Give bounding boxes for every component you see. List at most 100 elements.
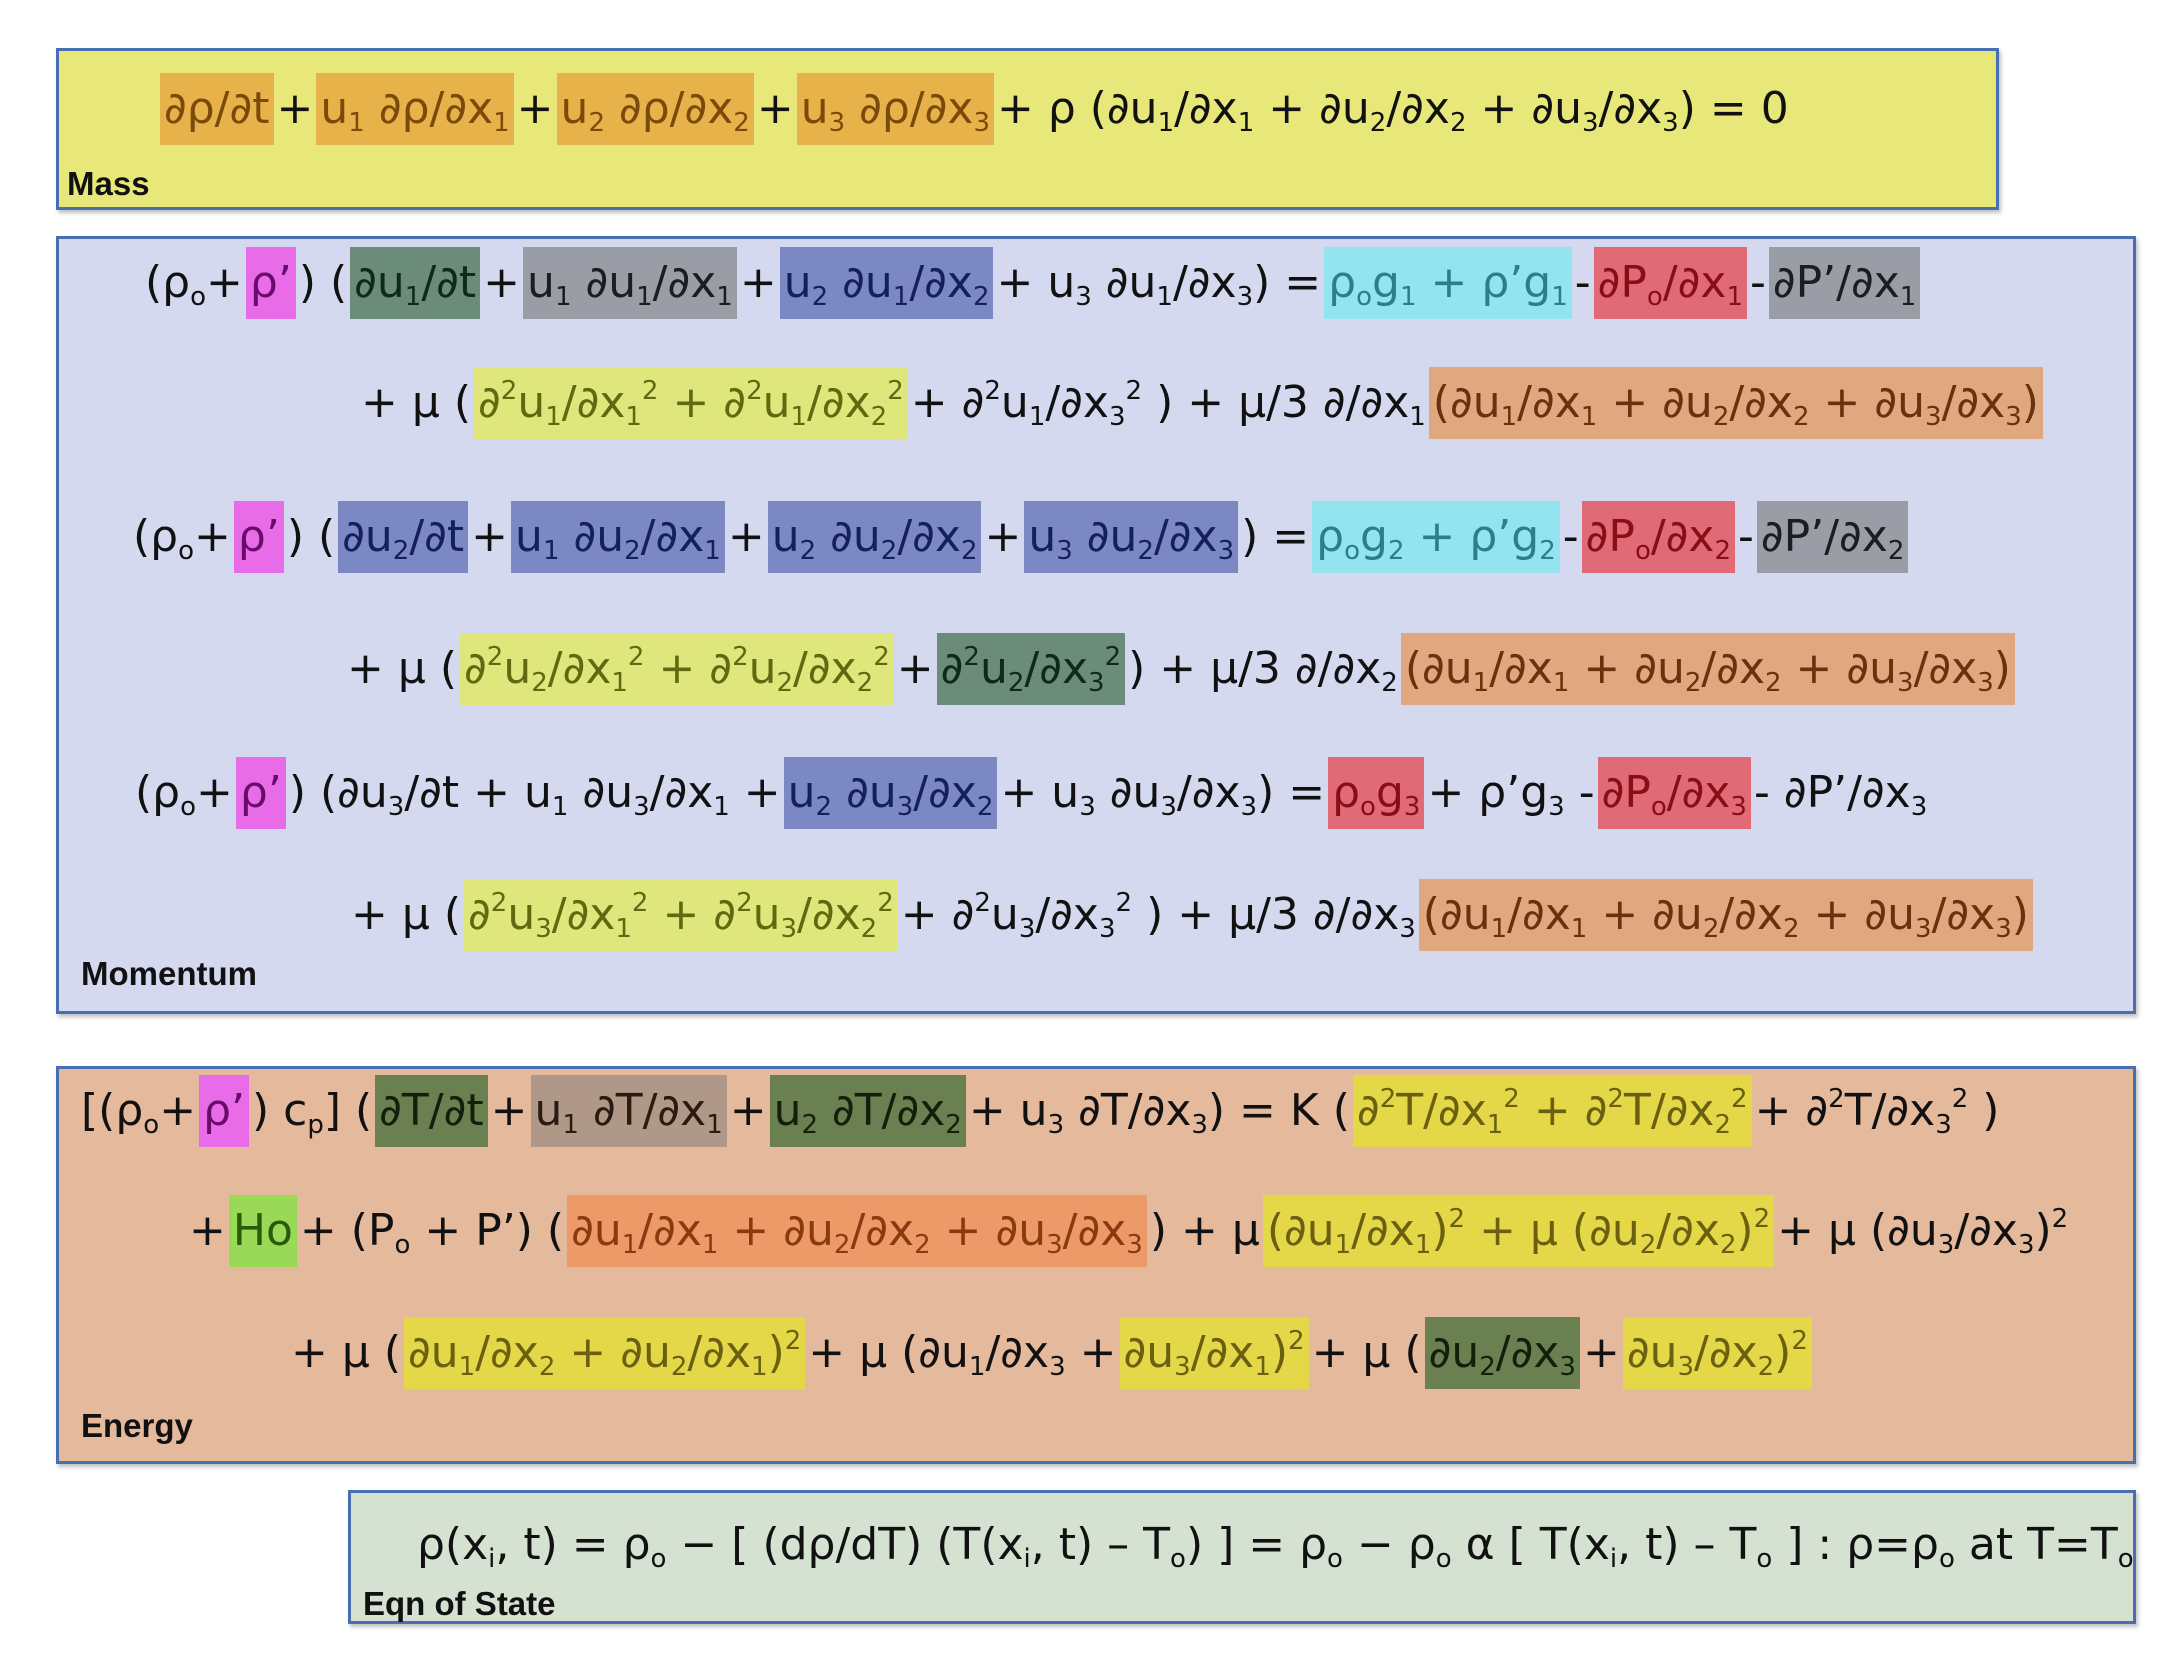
energy-eq-3-highlighted-term: ∂u2/∂x3 (1424, 1317, 1580, 1389)
momentum-label: Momentum (81, 955, 257, 992)
energy-eq-2-highlighted-term: (∂u1/∂x1)2 + μ (∂u2/∂x2)2 (1262, 1195, 1775, 1267)
energy-eq-2-term: ) + μ (1149, 1205, 1260, 1256)
momentum-eq-3-term: + (727, 511, 765, 562)
momentum-eq-3-highlighted-term: ∂u2/∂t (338, 501, 469, 573)
momentum-eq-3-highlighted-term: ρ’ (233, 501, 284, 573)
momentum-eq-1-highlighted-term: u2 ∂u1/∂x2 (779, 247, 994, 319)
mass-label: Mass (67, 165, 150, 202)
energy-eq-1-highlighted-term: ∂2T/∂x12 + ∂2T/∂x22 (1352, 1075, 1752, 1147)
energy-eq-2: + Ho + (Po + P’) (∂u1/∂x1 + ∂u2/∂x2 + ∂u3/… (187, 1195, 2070, 1267)
momentum-eq-4-term: + μ ( (347, 643, 457, 694)
momentum-eq-1-highlighted-term: u1 ∂u1/∂x1 (523, 247, 737, 319)
momentum-eq-4-highlighted-term: ∂2u2/∂x12 + ∂2u2/∂x22 (460, 633, 894, 705)
energy-eq-1-term: + (490, 1085, 528, 1136)
energy-eq-1-term: + u3 ∂T/∂x3) = K ( (968, 1085, 1350, 1140)
momentum-eq-2-highlighted-term: ∂2u1/∂x12 + ∂2u1/∂x22 (474, 367, 908, 439)
momentum-eq-5: (ρo+ ρ’) (∂u3/∂t + u1 ∂u3/∂x1 + u2 ∂u3/∂x2… (133, 757, 1929, 829)
momentum-eq-2: + μ (∂2u1/∂x12 + ∂2u1/∂x22 + ∂2u1/∂x32 ) … (359, 367, 2044, 439)
momentum-eq-3-term: + (984, 511, 1022, 562)
momentum-eq-3: (ρo+ ρ’) (∂u2/∂t + u1 ∂u2/∂x1 + u2 ∂u2/∂x2 + u3… (131, 501, 1909, 573)
energy-eq-2-highlighted-term: ∂u1/∂x1 + ∂u2/∂x2 + ∂u3/∂x3 (567, 1195, 1147, 1267)
momentum-eq-1-term: + (739, 257, 777, 308)
energy-eq-1: [(ρo+ ρ’) cp] (∂T/∂t + u1 ∂T/∂x1 + u2 ∂T/∂x2 +… (79, 1075, 2001, 1147)
momentum-eq-6-highlighted-term: ∂2u3/∂x12 + ∂2u3/∂x22 (464, 879, 898, 951)
energy-section: [(ρo+ ρ’) cp] (∂T/∂t + u1 ∂T/∂x1 + u2 ∂T/∂x2 +… (56, 1066, 2136, 1464)
momentum-eq-3-term: - (1562, 511, 1579, 562)
momentum-eq-6-term: + ∂2u3/∂x32 ) + μ/3 ∂/∂x3 (900, 888, 1416, 944)
mass-eq-1-highlighted-term: u2 ∂ρ/∂x2 (556, 73, 754, 145)
momentum-eq-1-highlighted-term: ∂u1/∂t (350, 247, 481, 319)
energy-eq-3-term: + μ ( (291, 1327, 401, 1378)
momentum-eq-4: + μ (∂2u2/∂x12 + ∂2u2/∂x22 + ∂2u2/∂x32) + … (345, 633, 2016, 705)
momentum-eq-4-term: ) + μ/3 ∂/∂x2 (1128, 643, 1398, 698)
momentum-eq-1-term: - (1574, 257, 1591, 308)
momentum-eq-1: (ρo+ ρ’) (∂u1/∂t + u1 ∂u1/∂x1 + u2 ∂u1/∂x2 + u… (143, 247, 1921, 319)
state-section: ρ(xi, t) = ρo − [ (dρ/dT) (T(xi, t) – To… (348, 1490, 2136, 1624)
momentum-eq-5-highlighted-term: ρog3 (1328, 757, 1425, 829)
momentum-eq-2-term: + ∂2u1/∂x32 ) + μ/3 ∂/∂x1 (910, 376, 1426, 432)
momentum-eq-5-term: (ρo+ (135, 767, 233, 822)
energy-eq-3: + μ (∂u1/∂x2 + ∂u2/∂x1)2 + μ (∂u1/∂x3 + ∂u… (289, 1317, 1813, 1389)
energy-eq-2-term: + (Po + P’) ( (299, 1205, 565, 1260)
mass-eq-1: ∂ρ/∂t + u1 ∂ρ/∂x1 + u2 ∂ρ/∂x2 + u3 ∂ρ/∂x3 + ρ (… (159, 73, 1791, 145)
momentum-eq-1-highlighted-term: ρog1 + ρ’g1 (1324, 247, 1572, 319)
state-eq-1-term: ρ(xi, t) = ρo − [ (dρ/dT) (T(xi, t) – To… (417, 1519, 2134, 1574)
energy-eq-3-highlighted-term: ∂u3/∂x2)2 (1622, 1317, 1812, 1389)
momentum-eq-5-highlighted-term: ρ’ (235, 757, 286, 829)
momentum-eq-6-highlighted-term: (∂u1/∂x1 + ∂u2/∂x2 + ∂u3/∂x3) (1418, 879, 2033, 951)
energy-label: Energy (81, 1407, 193, 1444)
momentum-section: (ρo+ ρ’) (∂u1/∂t + u1 ∂u1/∂x1 + u2 ∂u1/∂x2 + u… (56, 236, 2136, 1014)
energy-eq-3-term: + μ (∂u1/∂x3 + (808, 1327, 1117, 1382)
energy-eq-1-term: [(ρo+ (81, 1085, 197, 1140)
momentum-eq-3-highlighted-term: u1 ∂u2/∂x1 (511, 501, 725, 573)
momentum-eq-3-term: - (1738, 511, 1754, 562)
momentum-eq-4-highlighted-term: ∂2u2/∂x32 (936, 633, 1126, 705)
mass-eq-1-highlighted-term: u3 ∂ρ/∂x3 (796, 73, 994, 145)
state-label: Eqn of State (363, 1585, 556, 1622)
mass-eq-1-term: + (516, 83, 554, 134)
momentum-eq-5-term: + ρ’g3 - (1427, 767, 1595, 822)
energy-eq-3-term: + (1582, 1327, 1620, 1378)
momentum-eq-3-term: ) ( (286, 511, 336, 562)
momentum-eq-1-term: ) ( (298, 257, 348, 308)
momentum-eq-5-term: - ∂P’/∂x3 (1753, 767, 1928, 822)
energy-eq-2-highlighted-term: Ho (228, 1195, 297, 1267)
momentum-eq-5-highlighted-term: u2 ∂u3/∂x2 (783, 757, 998, 829)
energy-eq-1-term: + ∂2T/∂x32 ) (1754, 1084, 2000, 1140)
momentum-eq-6-term: + μ ( (351, 889, 461, 940)
momentum-eq-3-highlighted-term: ∂Po/∂x2 (1581, 501, 1736, 573)
mass-eq-1-term: + ρ (∂u1/∂x1 + ∂u2/∂x2 + ∂u3/∂x3) = 0 (996, 83, 1789, 138)
momentum-eq-3-highlighted-term: ρog2 + ρ’g2 (1312, 501, 1560, 573)
momentum-eq-1-term: + u3 ∂u1/∂x3) = (996, 257, 1322, 312)
state-eq-1: ρ(xi, t) = ρo − [ (dρ/dT) (T(xi, t) – To… (415, 1509, 2136, 1581)
momentum-eq-2-term: + μ ( (361, 377, 471, 428)
momentum-eq-1-highlighted-term: ∂P’/∂x1 (1768, 247, 1921, 319)
momentum-eq-5-term: + u3 ∂u3/∂x3) = (1000, 767, 1326, 822)
momentum-eq-3-term: ) = (1241, 511, 1310, 562)
energy-eq-2-term: + (189, 1205, 226, 1256)
momentum-eq-1-term: - (1750, 257, 1766, 308)
momentum-eq-3-term: (ρo+ (133, 511, 231, 566)
momentum-eq-1-term: + (483, 257, 521, 308)
energy-eq-3-highlighted-term: ∂u1/∂x2 + ∂u2/∂x1)2 (404, 1317, 806, 1389)
momentum-eq-4-term: + (896, 643, 934, 694)
energy-eq-2-term: + μ (∂u3/∂x3)2 (1777, 1204, 2069, 1260)
momentum-eq-3-term: + (471, 511, 509, 562)
momentum-eq-3-highlighted-term: u3 ∂u2/∂x3 (1024, 501, 1239, 573)
energy-eq-1-highlighted-term: ∂T/∂t (375, 1075, 488, 1147)
mass-eq-1-term: + (756, 83, 794, 134)
energy-eq-1-highlighted-term: u2 ∂T/∂x2 (769, 1075, 966, 1147)
energy-eq-3-term: + μ ( (1311, 1327, 1422, 1378)
mass-section: ∂ρ/∂t + u1 ∂ρ/∂x1 + u2 ∂ρ/∂x2 + u3 ∂ρ/∂x3 + ρ (… (56, 48, 1999, 210)
energy-eq-3-highlighted-term: ∂u3/∂x1)2 (1119, 1317, 1309, 1389)
momentum-eq-1-term: (ρo+ (145, 257, 243, 312)
energy-eq-1-highlighted-term: u1 ∂T/∂x1 (530, 1075, 727, 1147)
energy-eq-1-term: + (729, 1085, 767, 1136)
momentum-eq-5-term: ) (∂u3/∂t + u1 ∂u3/∂x1 + (288, 767, 781, 822)
momentum-eq-4-highlighted-term: (∂u1/∂x1 + ∂u2/∂x2 + ∂u3/∂x3) (1400, 633, 2015, 705)
momentum-eq-6: + μ (∂2u3/∂x12 + ∂2u3/∂x22 + ∂2u3/∂x32 ) … (349, 879, 2034, 951)
momentum-eq-1-highlighted-term: ρ’ (245, 247, 296, 319)
momentum-eq-3-highlighted-term: ∂P’/∂x2 (1756, 501, 1909, 573)
momentum-eq-5-highlighted-term: ∂Po/∂x3 (1597, 757, 1751, 829)
energy-eq-1-highlighted-term: ρ’ (199, 1075, 249, 1147)
